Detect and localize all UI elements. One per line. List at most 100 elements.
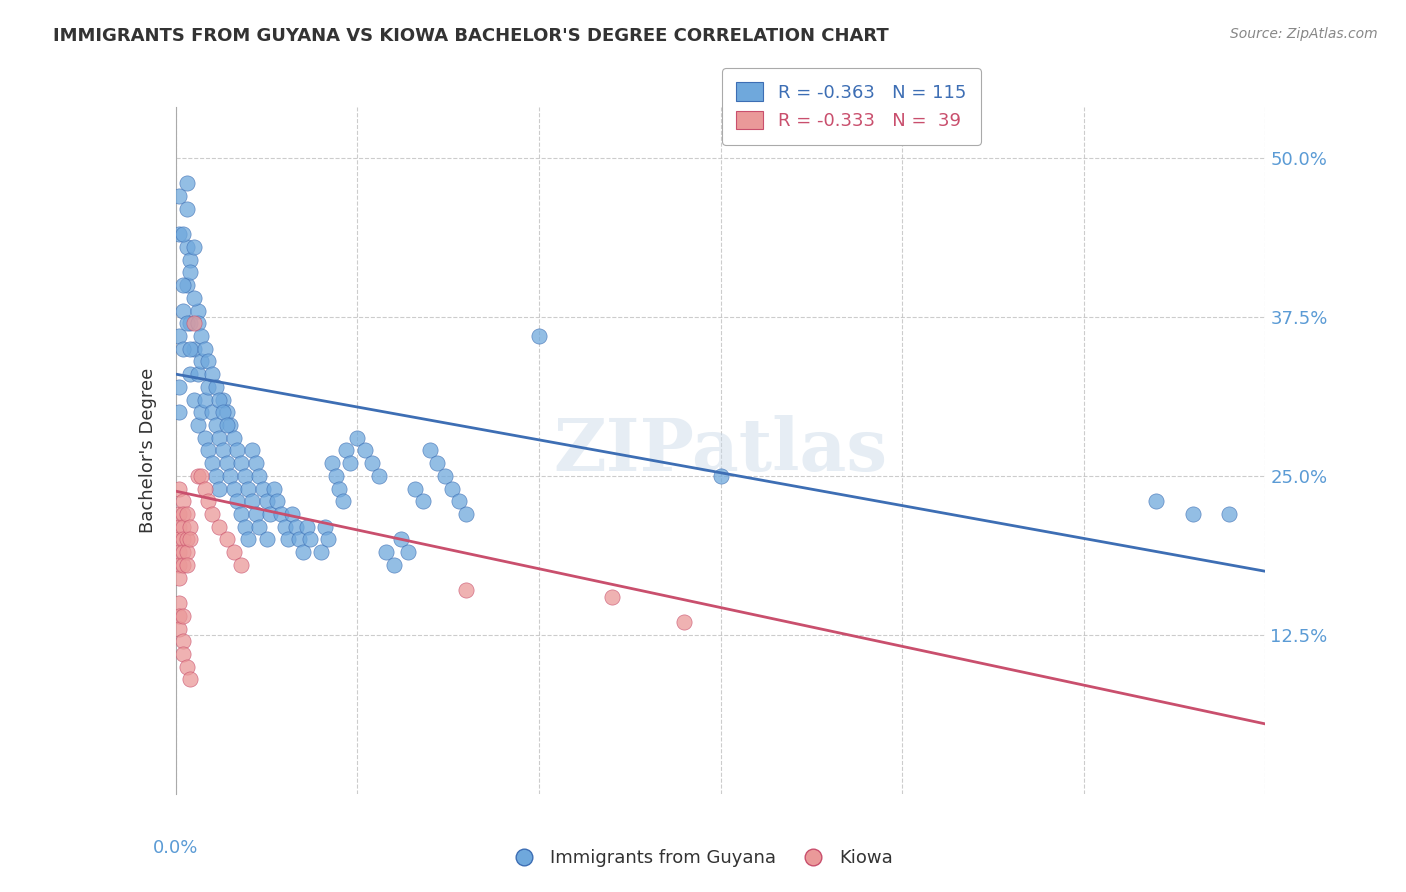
Immigrants from Guyana [245, 507, 267, 521]
Immigrants from Guyana [270, 507, 292, 521]
Kiowa [176, 507, 198, 521]
Immigrants from Guyana [247, 469, 270, 483]
Immigrants from Guyana [360, 456, 382, 470]
Immigrants from Guyana [226, 443, 249, 458]
Immigrants from Guyana [172, 342, 194, 356]
Kiowa [172, 608, 194, 623]
Immigrants from Guyana [1181, 507, 1204, 521]
Immigrants from Guyana [194, 342, 217, 356]
Immigrants from Guyana [186, 303, 209, 318]
Immigrants from Guyana [212, 443, 235, 458]
Immigrants from Guyana [197, 380, 219, 394]
Kiowa [169, 507, 191, 521]
Immigrants from Guyana [240, 443, 263, 458]
Immigrants from Guyana [169, 329, 191, 343]
Immigrants from Guyana [183, 392, 205, 407]
Immigrants from Guyana [375, 545, 398, 559]
Kiowa [179, 533, 201, 547]
Immigrants from Guyana [314, 520, 336, 534]
Immigrants from Guyana [190, 405, 212, 419]
Immigrants from Guyana [222, 431, 245, 445]
Immigrants from Guyana [183, 291, 205, 305]
Immigrants from Guyana [433, 469, 456, 483]
Immigrants from Guyana [256, 533, 278, 547]
Immigrants from Guyana [231, 456, 253, 470]
Kiowa [169, 571, 191, 585]
Immigrants from Guyana [419, 443, 441, 458]
Immigrants from Guyana [346, 431, 368, 445]
Immigrants from Guyana [172, 303, 194, 318]
Immigrants from Guyana [179, 252, 201, 267]
Text: Source: ZipAtlas.com: Source: ZipAtlas.com [1230, 27, 1378, 41]
Immigrants from Guyana [277, 533, 299, 547]
Immigrants from Guyana [240, 494, 263, 508]
Immigrants from Guyana [412, 494, 434, 508]
Immigrants from Guyana [204, 380, 226, 394]
Immigrants from Guyana [1146, 494, 1168, 508]
Immigrants from Guyana [1218, 507, 1240, 521]
Immigrants from Guyana [405, 482, 427, 496]
Kiowa [172, 558, 194, 572]
Kiowa [172, 647, 194, 661]
Immigrants from Guyana [194, 392, 217, 407]
Kiowa [172, 494, 194, 508]
Kiowa [201, 507, 224, 521]
Immigrants from Guyana [226, 494, 249, 508]
Immigrants from Guyana [263, 482, 285, 496]
Immigrants from Guyana [710, 469, 733, 483]
Immigrants from Guyana [186, 417, 209, 432]
Immigrants from Guyana [201, 367, 224, 381]
Immigrants from Guyana [190, 354, 212, 368]
Legend: Immigrants from Guyana, Kiowa: Immigrants from Guyana, Kiowa [506, 842, 900, 874]
Immigrants from Guyana [197, 354, 219, 368]
Immigrants from Guyana [201, 405, 224, 419]
Immigrants from Guyana [335, 443, 357, 458]
Immigrants from Guyana [368, 469, 391, 483]
Immigrants from Guyana [291, 545, 314, 559]
Immigrants from Guyana [204, 469, 226, 483]
Kiowa [208, 520, 231, 534]
Immigrants from Guyana [245, 456, 267, 470]
Kiowa [179, 673, 201, 687]
Kiowa [183, 316, 205, 330]
Immigrants from Guyana [231, 507, 253, 521]
Kiowa [172, 533, 194, 547]
Immigrants from Guyana [328, 482, 350, 496]
Kiowa [172, 634, 194, 648]
Kiowa [172, 520, 194, 534]
Immigrants from Guyana [321, 456, 343, 470]
Immigrants from Guyana [176, 240, 198, 254]
Immigrants from Guyana [456, 507, 478, 521]
Immigrants from Guyana [186, 367, 209, 381]
Kiowa [169, 533, 191, 547]
Immigrants from Guyana [183, 240, 205, 254]
Immigrants from Guyana [169, 189, 191, 203]
Kiowa [169, 608, 191, 623]
Kiowa [190, 469, 212, 483]
Immigrants from Guyana [382, 558, 405, 572]
Immigrants from Guyana [176, 278, 198, 293]
Immigrants from Guyana [252, 482, 274, 496]
Kiowa [600, 590, 623, 604]
Immigrants from Guyana [447, 494, 470, 508]
Kiowa [169, 482, 191, 496]
Legend: R = -0.363   N = 115, R = -0.333   N =  39: R = -0.363 N = 115, R = -0.333 N = 39 [721, 68, 981, 145]
Immigrants from Guyana [169, 380, 191, 394]
Text: IMMIGRANTS FROM GUYANA VS KIOWA BACHELOR'S DEGREE CORRELATION CHART: IMMIGRANTS FROM GUYANA VS KIOWA BACHELOR… [53, 27, 889, 45]
Immigrants from Guyana [179, 265, 201, 279]
Immigrants from Guyana [288, 533, 311, 547]
Immigrants from Guyana [219, 469, 242, 483]
Immigrants from Guyana [179, 316, 201, 330]
Immigrants from Guyana [215, 417, 238, 432]
Immigrants from Guyana [389, 533, 412, 547]
Immigrants from Guyana [190, 329, 212, 343]
Immigrants from Guyana [426, 456, 449, 470]
Immigrants from Guyana [215, 456, 238, 470]
Kiowa [456, 583, 478, 598]
Immigrants from Guyana [179, 342, 201, 356]
Immigrants from Guyana [295, 520, 318, 534]
Kiowa [197, 494, 219, 508]
Immigrants from Guyana [396, 545, 419, 559]
Immigrants from Guyana [238, 533, 260, 547]
Immigrants from Guyana [176, 202, 198, 216]
